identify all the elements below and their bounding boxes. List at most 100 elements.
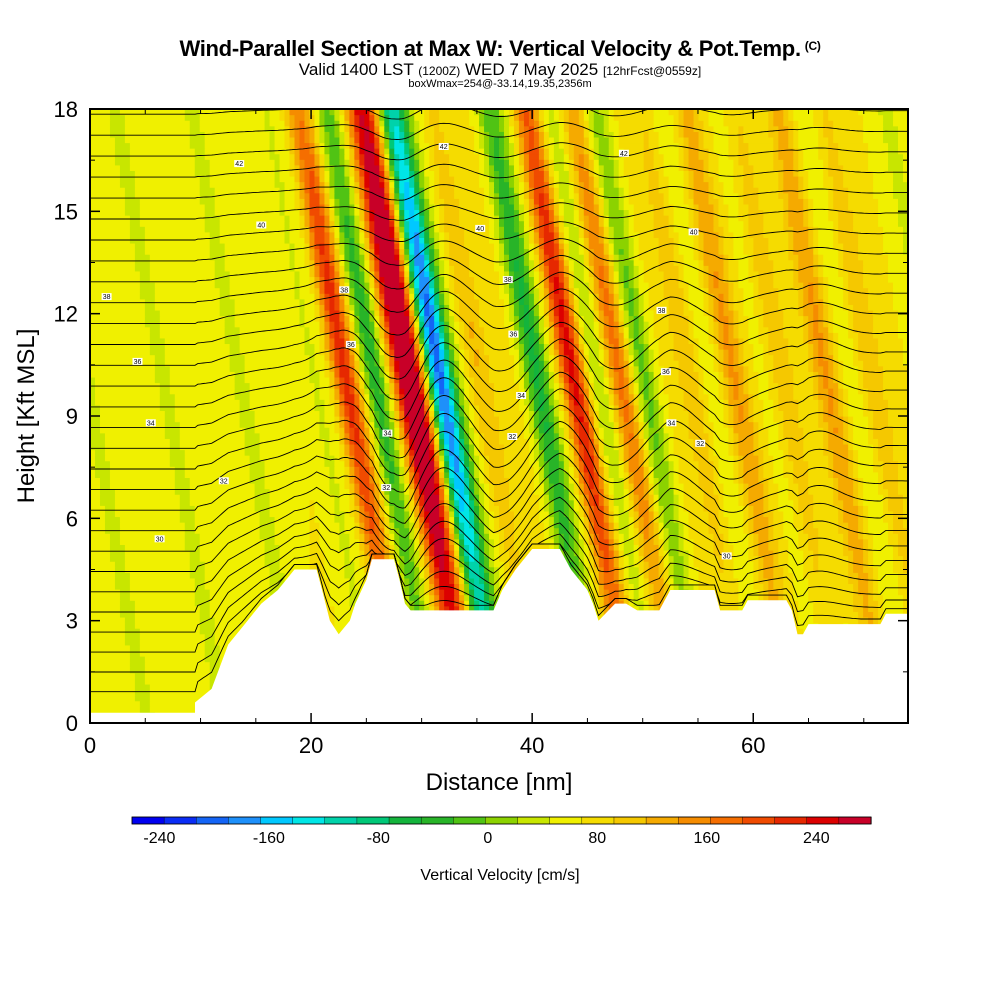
- velocity-cell: [508, 555, 520, 562]
- velocity-cell: [583, 460, 595, 467]
- velocity-cell: [469, 404, 475, 412]
- velocity-cell: [858, 371, 864, 378]
- velocity-cell: [354, 455, 365, 462]
- velocity-cell: [618, 533, 625, 540]
- velocity-cell: [668, 549, 680, 557]
- velocity-cell: [90, 499, 101, 506]
- velocity-cell: [354, 572, 365, 579]
- velocity-cell: [563, 432, 570, 439]
- velocity-cell: [344, 438, 350, 445]
- velocity-cell: [748, 399, 754, 406]
- velocity-cell: [469, 488, 475, 495]
- velocity-cell: [598, 432, 605, 439]
- velocity-cell: [444, 443, 450, 451]
- velocity-cell: [414, 583, 420, 590]
- velocity-cell: [379, 527, 385, 534]
- velocity-cell: [479, 555, 485, 562]
- velocity-cell: [568, 499, 575, 506]
- velocity-cell: [369, 533, 380, 540]
- velocity-cell: [623, 499, 630, 506]
- velocity-cell: [628, 443, 640, 451]
- velocity-cell: [124, 561, 191, 568]
- velocity-cell: [329, 438, 340, 445]
- velocity-cell: [863, 477, 879, 484]
- velocity-cell: [898, 577, 908, 585]
- velocity-cell: [578, 416, 585, 423]
- velocity-cell: [598, 583, 605, 590]
- velocity-cell: [808, 533, 819, 540]
- velocity-cell: [578, 577, 585, 585]
- velocity-cell: [174, 477, 191, 484]
- velocity-cell: [434, 365, 440, 372]
- velocity-cell: [464, 527, 475, 534]
- velocity-cell: [424, 566, 430, 573]
- velocity-cell: [733, 449, 740, 456]
- velocity-cell: [873, 455, 879, 462]
- velocity-cell: [444, 471, 450, 478]
- velocity-cell: [464, 421, 470, 428]
- velocity-cell: [274, 533, 311, 540]
- velocity-cell: [838, 522, 849, 529]
- velocity-cell: [429, 555, 435, 562]
- velocity-cell: [553, 510, 560, 518]
- velocity-cell: [858, 572, 869, 579]
- velocity-cell: [424, 499, 440, 506]
- velocity-cell: [803, 449, 824, 456]
- velocity-cell: [474, 460, 480, 467]
- velocity-cell: [878, 572, 899, 579]
- velocity-cell: [334, 466, 345, 473]
- velocity-cell: [459, 555, 465, 562]
- velocity-cell: [134, 600, 196, 607]
- velocity-cell: [174, 488, 191, 495]
- velocity-cell: [499, 538, 505, 545]
- velocity-cell: [244, 365, 311, 372]
- velocity-cell: [474, 499, 480, 506]
- velocity-cell: [833, 482, 839, 490]
- velocity-cell: [444, 477, 450, 484]
- velocity-cell: [623, 393, 630, 400]
- velocity-cell: [523, 410, 530, 417]
- velocity-cell: [269, 577, 286, 585]
- velocity-cell: [439, 499, 445, 506]
- velocity-cell: [209, 611, 276, 618]
- velocity-cell: [484, 549, 490, 557]
- velocity-cell: [503, 443, 530, 451]
- velocity-cell: [374, 421, 380, 428]
- velocity-cell: [608, 404, 615, 412]
- velocity-cell: [598, 555, 605, 562]
- velocity-cell: [808, 594, 854, 601]
- velocity-cell: [379, 466, 385, 473]
- velocity-cell: [449, 549, 455, 557]
- velocity-cell: [558, 438, 565, 445]
- velocity-cell: [678, 376, 700, 384]
- velocity-cell: [114, 577, 131, 585]
- velocity-cell: [763, 410, 774, 417]
- velocity-cell: [578, 561, 585, 568]
- velocity-cell: [359, 416, 365, 423]
- velocity-cell: [324, 443, 331, 451]
- velocity-cell: [414, 494, 420, 501]
- velocity-cell: [479, 561, 485, 568]
- velocity-cell: [663, 549, 670, 557]
- velocity-cell: [369, 522, 375, 529]
- velocity-cell: [344, 388, 350, 395]
- velocity-cell: [638, 605, 645, 612]
- velocity-cell: [548, 466, 560, 473]
- velocity-cell: [429, 605, 435, 612]
- velocity-cell: [733, 404, 740, 412]
- velocity-cell: [533, 449, 540, 456]
- velocity-cell: [469, 427, 475, 434]
- velocity-cell: [668, 399, 685, 406]
- velocity-cell: [359, 505, 365, 512]
- velocity-cell: [608, 482, 615, 490]
- velocity-cell: [598, 488, 605, 495]
- velocity-cell: [538, 382, 545, 389]
- velocity-cell: [783, 460, 794, 467]
- velocity-cell: [618, 522, 630, 529]
- velocity-cell: [369, 471, 375, 478]
- velocity-cell: [159, 382, 171, 389]
- velocity-cell: [738, 432, 754, 439]
- velocity-cell: [244, 376, 311, 384]
- velocity-cell: [464, 505, 470, 512]
- velocity-cell: [718, 477, 735, 484]
